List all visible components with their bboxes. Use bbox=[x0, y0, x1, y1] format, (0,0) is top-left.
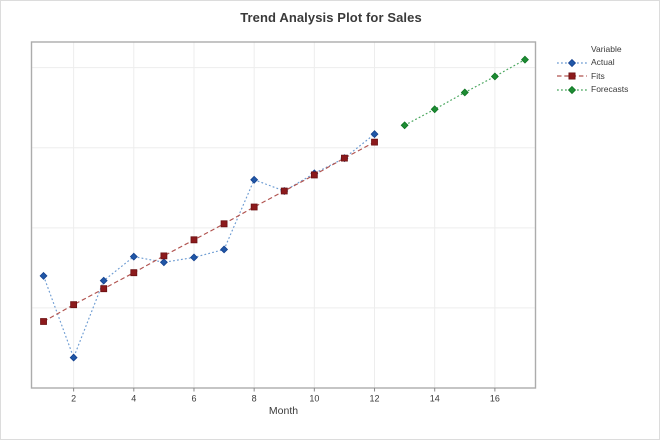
fits-legend-marker bbox=[568, 72, 576, 80]
fits-marker-5[interactable] bbox=[160, 252, 168, 260]
forecasts-marker-15[interactable] bbox=[460, 88, 469, 97]
legend-item-fits[interactable]: Fits bbox=[557, 70, 628, 83]
x-tick-label-10: 10 bbox=[309, 394, 319, 404]
actual-marker-7[interactable] bbox=[220, 245, 229, 254]
actual-marker-6[interactable] bbox=[190, 253, 198, 262]
x-tick-label-12: 12 bbox=[370, 394, 380, 404]
forecasts-marker-13[interactable] bbox=[400, 121, 409, 130]
fits-marker-3[interactable] bbox=[100, 285, 108, 293]
fits-marker-6[interactable] bbox=[190, 236, 198, 244]
actual-marker-8[interactable] bbox=[250, 175, 259, 184]
forecasts-legend-marker bbox=[567, 85, 577, 94]
fits-marker-12[interactable] bbox=[371, 138, 378, 146]
fits-marker-7[interactable] bbox=[220, 220, 228, 228]
x-tick-label-4: 4 bbox=[131, 394, 136, 404]
forecasts-marker-14[interactable] bbox=[430, 105, 439, 114]
legend-header: Variable bbox=[591, 44, 622, 54]
legend: Variable Actual Fits Forecasts bbox=[557, 43, 628, 97]
fits-marker-8[interactable] bbox=[250, 203, 258, 211]
chart-title: Trend Analysis Plot for Sales bbox=[240, 10, 422, 25]
x-axis-label: Month bbox=[268, 405, 299, 417]
fits-series-marker-icon bbox=[557, 72, 587, 80]
forecasts-marker-16[interactable] bbox=[490, 72, 499, 81]
x-tick-label-14: 14 bbox=[430, 394, 440, 404]
x-tick-label-6: 6 bbox=[191, 394, 196, 404]
fits-marker-4[interactable] bbox=[130, 269, 138, 277]
actual-series-marker-icon bbox=[557, 59, 587, 68]
actual-marker-3[interactable] bbox=[99, 276, 108, 285]
actual-legend-marker bbox=[567, 59, 577, 68]
fits-marker-11[interactable] bbox=[341, 154, 348, 162]
actual-marker-1[interactable] bbox=[39, 271, 48, 280]
fits-marker-2[interactable] bbox=[70, 301, 78, 309]
actual-marker-5[interactable] bbox=[159, 258, 168, 267]
actual-marker-2[interactable] bbox=[69, 353, 78, 362]
legend-label-fits: Fits bbox=[591, 70, 605, 81]
legend-label-actual: Actual bbox=[591, 57, 615, 68]
legend-label-forecasts: Forecasts bbox=[591, 84, 629, 95]
actual-line bbox=[42, 133, 375, 360]
actual-marker-12[interactable] bbox=[370, 130, 379, 139]
fits-marker-9[interactable] bbox=[280, 187, 288, 195]
x-tick-label-2: 2 bbox=[71, 394, 76, 404]
forecasts-series-marker-icon bbox=[557, 85, 587, 94]
x-tick-label-8: 8 bbox=[252, 394, 257, 404]
forecasts-marker-17[interactable] bbox=[521, 55, 529, 64]
fits-marker-10[interactable] bbox=[310, 171, 318, 179]
plot-frame bbox=[30, 41, 537, 389]
fits-line bbox=[43, 141, 375, 323]
legend-item-actual[interactable]: Actual bbox=[557, 56, 628, 69]
x-tick-label-16: 16 bbox=[490, 394, 500, 404]
legend-item-forecasts[interactable]: Forecasts bbox=[557, 83, 628, 96]
actual-marker-4[interactable] bbox=[129, 252, 138, 261]
fits-marker-1[interactable] bbox=[40, 318, 47, 325]
